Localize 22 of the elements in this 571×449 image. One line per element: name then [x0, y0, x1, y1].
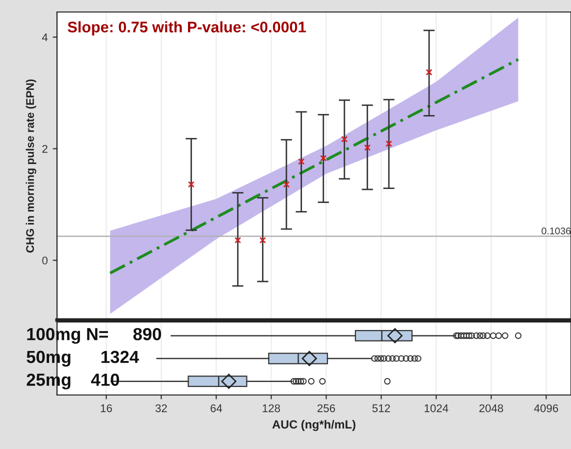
x-tick-label: 256 — [318, 404, 335, 412]
x-tick-label: 512 — [372, 404, 390, 412]
y-tick-label: 2 — [42, 144, 48, 153]
x-tick-label: 16 — [100, 404, 112, 412]
y-axis-title: CHG in morning pulse rate (EPN) — [26, 80, 36, 253]
x-tick-label: 2048 — [479, 404, 504, 412]
annotation: 0.1036 — [542, 228, 571, 234]
x-tick-label: 32 — [155, 404, 167, 412]
point — [386, 140, 392, 147]
annotation: Slope: 0.75 with P-value: <0.0001 — [68, 21, 306, 36]
y-tick-label: 0 — [42, 256, 48, 264]
x-tick-label: 64 — [210, 404, 222, 412]
point — [364, 144, 371, 151]
point — [341, 136, 348, 143]
x-tick-label: 1024 — [424, 404, 448, 412]
x-tick-label: 128 — [262, 404, 280, 412]
x-tick-label: 4096 — [534, 404, 558, 412]
point — [298, 158, 305, 165]
point — [320, 154, 327, 162]
point — [234, 236, 242, 244]
x-axis-title: AUC (ng*h/mL) — [272, 420, 356, 431]
y-tick-label: 4 — [42, 33, 48, 42]
